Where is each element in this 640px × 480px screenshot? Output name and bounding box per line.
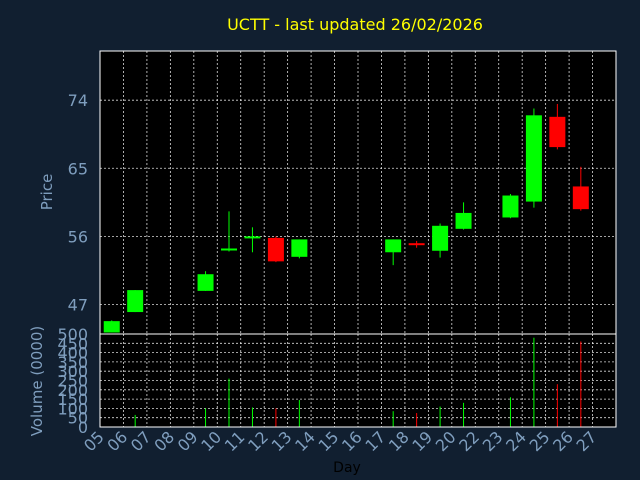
volume-tick-label: 500: [57, 325, 88, 344]
volume-panel-frame: [99, 333, 617, 428]
volume-bars: [134, 337, 582, 427]
volume-tick-label: 250: [57, 372, 88, 391]
volume-tick-label: 100: [57, 399, 88, 418]
candle-body: [432, 225, 449, 251]
volume-tick-label: 50: [68, 409, 88, 428]
price-axis-label: Price: [38, 174, 56, 211]
candle-body: [221, 248, 237, 251]
candle-body: [267, 237, 284, 262]
volume-tick-label: 0: [78, 418, 88, 437]
price-tick-label: 47: [68, 295, 88, 314]
volume-tick-label: 350: [57, 353, 88, 372]
price-tick-labels: 47 56 65 74: [68, 91, 88, 314]
price-panel: 47 56 65 74: [68, 50, 617, 335]
volume-tick-label: 150: [57, 390, 88, 409]
volume-axis-label: Volume (0000): [28, 326, 46, 436]
volume-tick-label: 400: [57, 344, 88, 363]
chart-title: UCTT - last updated 26/02/2026: [227, 15, 483, 34]
candle-body: [455, 212, 472, 229]
volume-grid: [100, 334, 616, 427]
candle-body: [502, 195, 519, 218]
x-axis-label: Day: [333, 460, 361, 476]
volume-tick-label: 200: [57, 381, 88, 400]
candle-body: [197, 274, 214, 291]
candle-body: [103, 321, 120, 333]
price-grid: [100, 51, 616, 334]
price-candles: [103, 103, 589, 333]
candle-body: [408, 243, 425, 246]
candle-body: [572, 186, 589, 210]
candle-body: [291, 239, 308, 257]
candle-body: [244, 236, 261, 239]
price-tick-label: 65: [68, 159, 88, 178]
candle-body: [127, 290, 144, 313]
candle-body: [549, 116, 566, 148]
candle-body: [385, 239, 402, 253]
volume-tick-label: 450: [57, 334, 88, 353]
volume-tick-label: 300: [57, 362, 88, 381]
candle-body: [525, 115, 542, 202]
price-tick-label: 56: [68, 227, 88, 246]
price-tick-label: 74: [68, 91, 88, 110]
